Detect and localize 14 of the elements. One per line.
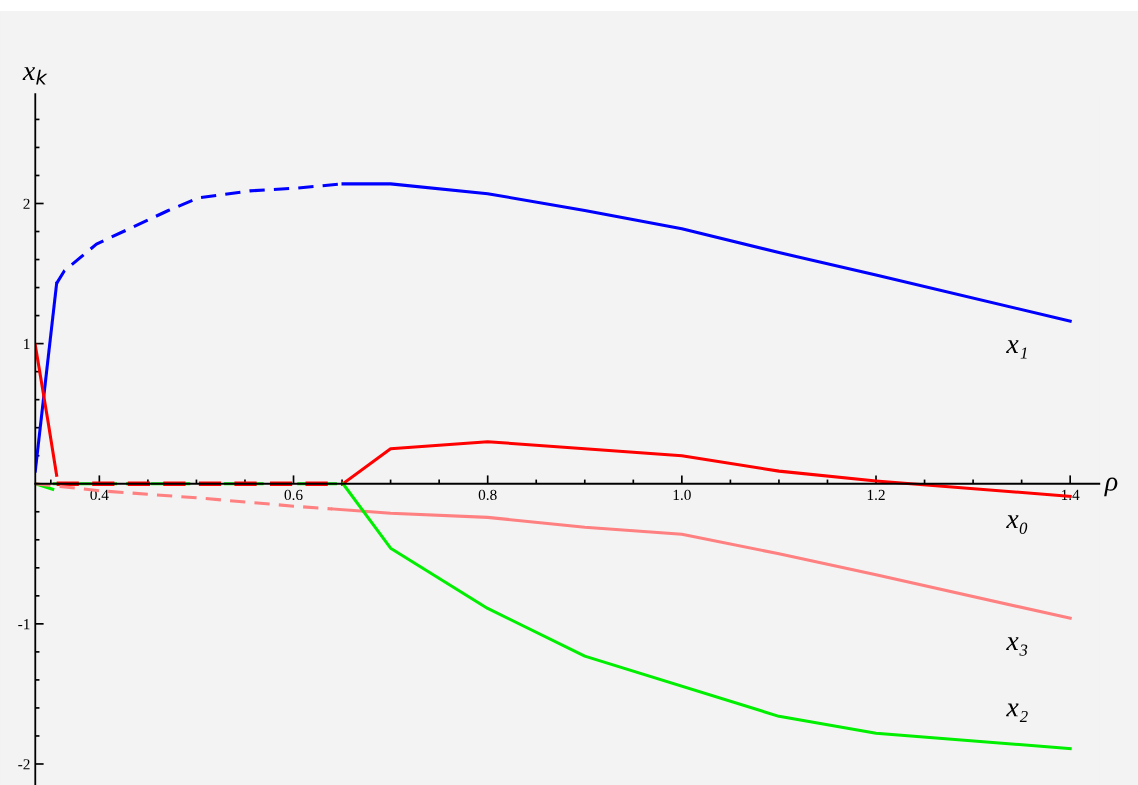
y-tick-label: -1 bbox=[18, 619, 30, 630]
x-tick-label: 0.6 bbox=[284, 489, 303, 501]
series-label: x₀ bbox=[1006, 515, 1028, 534]
series-label: x₃ bbox=[1006, 637, 1028, 656]
x-tick-label: 0.8 bbox=[478, 489, 497, 501]
y-tick-label: -2 bbox=[18, 759, 30, 770]
series-label: x₁ bbox=[1006, 340, 1027, 359]
series-label: x₂ bbox=[1006, 703, 1028, 722]
x-axis-title: ρ bbox=[1104, 477, 1118, 497]
y-tick-label: 2 bbox=[23, 198, 30, 209]
x-tick-label: 1.0 bbox=[673, 489, 691, 501]
y-tick-label: 1 bbox=[24, 338, 30, 349]
y-axis-title: x$_{k}$ bbox=[22, 67, 48, 85]
x-tick-label: 1.2 bbox=[867, 489, 885, 501]
